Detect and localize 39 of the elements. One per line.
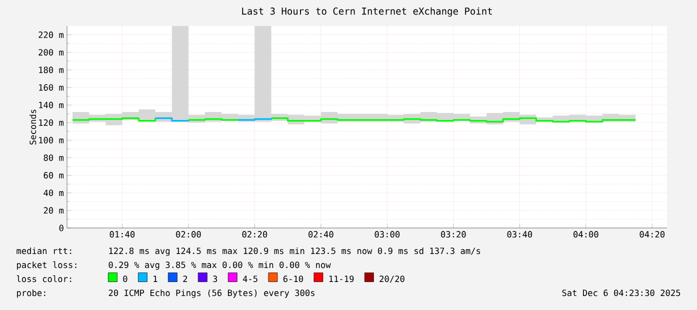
y-tick-label: 0 [59, 224, 64, 232]
x-tick-label: 04:00 [574, 231, 598, 238]
y-tick-label: 200 m [38, 49, 64, 56]
legend-label: 4-5 [242, 276, 258, 282]
x-tick-label: 03:20 [441, 231, 466, 238]
text: probe: [17, 289, 46, 298]
legend-label: 20/20 [380, 276, 404, 283]
y-tick-label: 120 m [39, 119, 64, 126]
text: 20 ICMP Echo Pings (56 Bytes) every 300s [108, 289, 314, 298]
x-tick-label: 03:00 [374, 231, 400, 238]
x-tick-label: 02:40 [308, 231, 334, 238]
y-tick-label: 180 m [39, 66, 64, 74]
legend-label: 11-19 [329, 276, 354, 282]
legend-label: 3 [213, 276, 218, 282]
legend-label: 2 [183, 276, 187, 282]
y-axis-title: Seconds [29, 110, 36, 145]
text: loss color: [16, 275, 72, 282]
legend-label: 6-10 [283, 276, 303, 282]
y-tick-label: 100 m [39, 136, 64, 144]
text: median rtt: [16, 247, 72, 254]
x-tick-label: 02:20 [242, 231, 268, 238]
y-tick-label: 220 m [38, 32, 64, 38]
x-tick-label: 03:40 [507, 231, 532, 238]
chart-title: Last 3 Hours to Cern Internet eXchange Point [242, 7, 492, 17]
y-tick-label: 20 m [44, 207, 64, 214]
text: Sat Dec 6 04:23:30 2025 [562, 290, 680, 296]
x-tick-label: 02:00 [176, 231, 201, 238]
y-tick-label: 80 m [44, 154, 64, 161]
x-tick-label: 01:40 [110, 231, 135, 238]
legend-label: 0 [123, 276, 128, 282]
y-tick-label: 60 m [44, 172, 64, 179]
text: 122.8 ms avg 124.5 ms max 120.9 ms min 123.5 ms now 0.9 ms sd 137.3 am/s [109, 247, 480, 256]
legend-label: 1 [154, 276, 158, 282]
text: packet loss: [17, 261, 76, 270]
y-tick-label: 140 m [39, 102, 64, 108]
y-tick-label: 160 m [39, 84, 64, 91]
y-tick-label: 40 m [44, 190, 64, 196]
text: 0.29 % avg 3.85 % max 0.00 % min 0.00 % now [108, 261, 331, 270]
x-tick-label: 04:20 [640, 231, 665, 238]
